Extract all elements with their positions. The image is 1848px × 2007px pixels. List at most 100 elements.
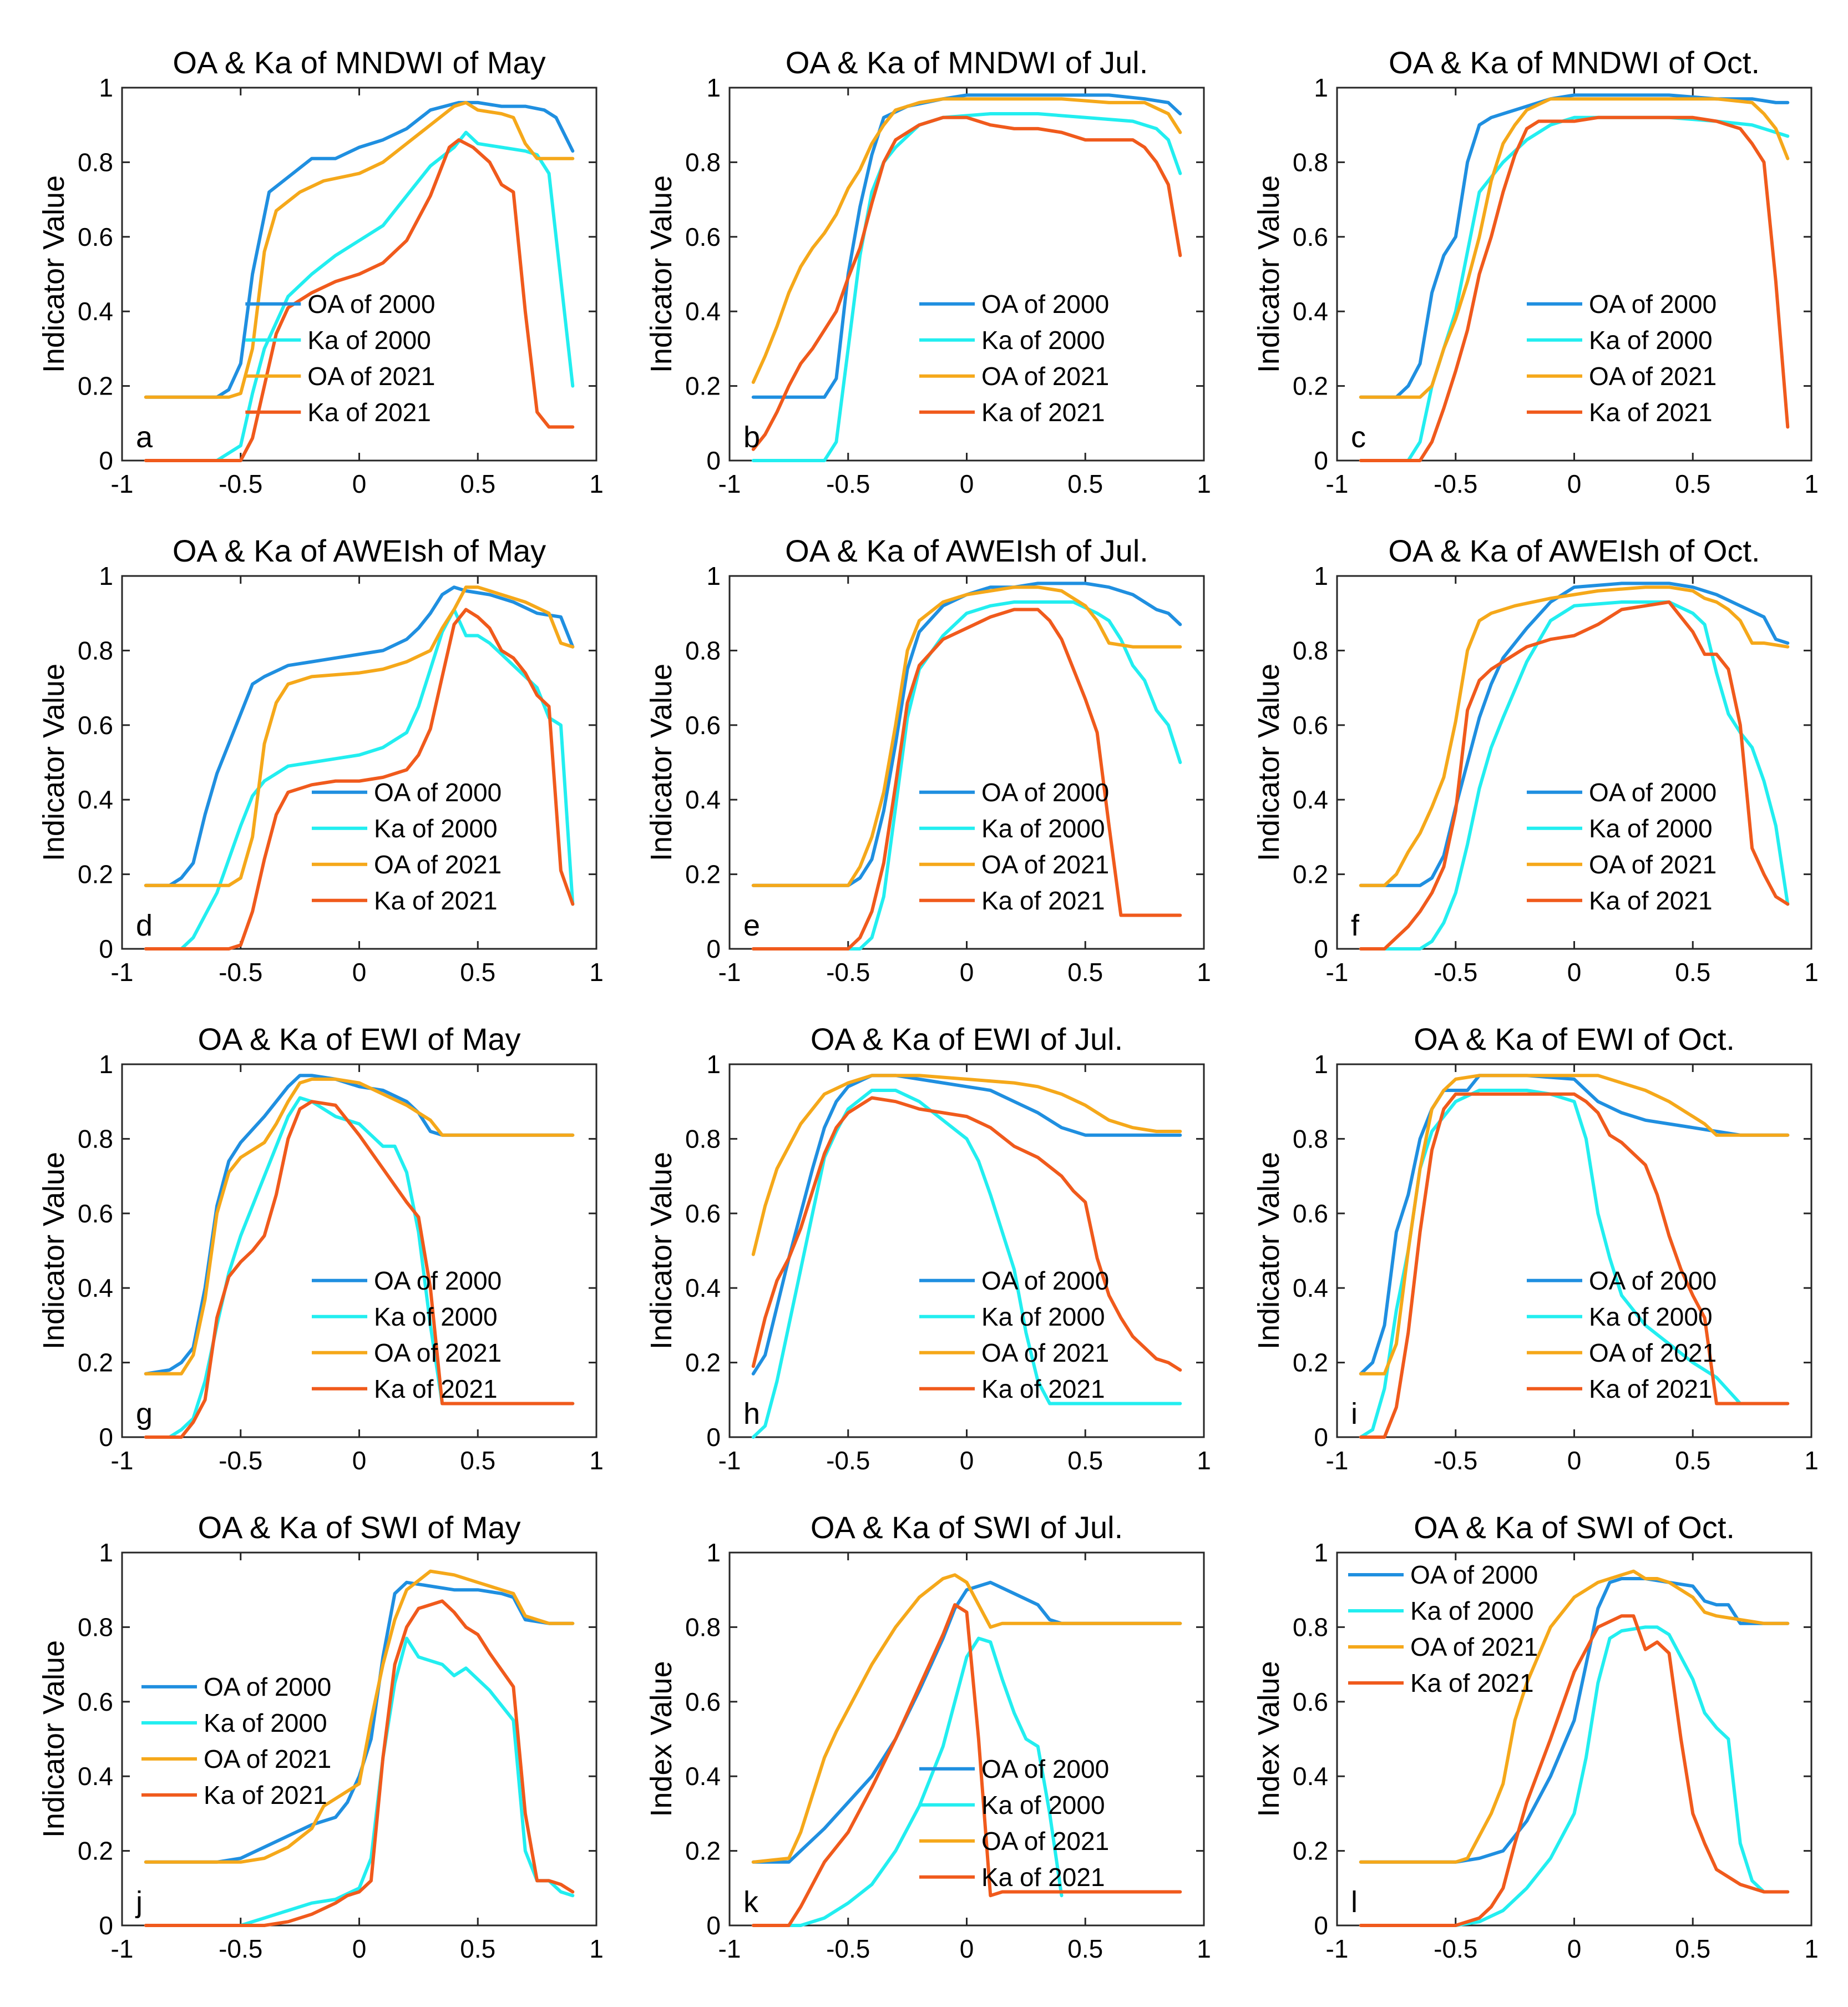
panel-c-legend-label: Ka of 2021 bbox=[1589, 398, 1713, 427]
panel-f-line-ka-of-2000 bbox=[1359, 600, 1790, 951]
panel-h-ytick-label: 1 bbox=[706, 1050, 721, 1079]
panel-k-letter: k bbox=[743, 1885, 759, 1919]
panel-j-legend-label: Ka of 2021 bbox=[204, 1781, 327, 1809]
panel-l-legend-label: Ka of 2021 bbox=[1410, 1669, 1534, 1697]
panel-b-title: OA & Ka of MNDWI of Jul. bbox=[786, 45, 1148, 80]
panel-j-line-ka-of-2021 bbox=[144, 1599, 575, 1927]
panel-d-line-ka-of-2021 bbox=[144, 608, 575, 951]
panel-j-ytick-label: 0.8 bbox=[78, 1612, 113, 1641]
panel-d-legend-label: Ka of 2021 bbox=[374, 886, 498, 915]
panel-h-legend-label: Ka of 2021 bbox=[981, 1374, 1105, 1403]
panel-i-line-ka-of-2000 bbox=[1359, 1089, 1742, 1439]
panel-d-legend-label: OA of 2021 bbox=[374, 850, 502, 879]
panel-i-legend-label: OA of 2000 bbox=[1589, 1266, 1717, 1295]
panel-l-xtick-label: -0.5 bbox=[1434, 1934, 1477, 1963]
panel-d-xtick-label: 0 bbox=[352, 958, 367, 987]
panel-h-ytick-label: 0.6 bbox=[685, 1199, 721, 1228]
panel-j-xtick-label: 1 bbox=[589, 1934, 604, 1963]
panel-h-title: OA & Ka of EWI of Jul. bbox=[811, 1022, 1123, 1056]
panel-b-xtick-label: 0.5 bbox=[1067, 469, 1103, 498]
panel-k-ytick-label: 0.2 bbox=[685, 1837, 721, 1866]
panel-e-line-oa-of-2021 bbox=[751, 585, 1182, 887]
panel-i: OA & Ka of EWI of Oct. -1 -0.5 0 0.5 1 0 0.2 0.4… bbox=[1252, 1022, 1819, 1475]
panel-d-ytick-label: 0 bbox=[99, 934, 113, 963]
panel-b-ytick-label: 0.4 bbox=[685, 297, 721, 326]
panel-e-letter: e bbox=[743, 909, 760, 942]
panel-c-xtick-label: 0.5 bbox=[1675, 469, 1710, 498]
panel-b-axes-box bbox=[728, 87, 1205, 462]
panel-f-line-oa-of-2021 bbox=[1359, 585, 1790, 887]
panel-f-ytick-label: 0.6 bbox=[1293, 711, 1328, 740]
panel-e-ytick-label: 0.6 bbox=[685, 711, 721, 740]
panel-j-ytick-label: 0 bbox=[99, 1911, 113, 1940]
panel-k-line-ka-of-2000 bbox=[751, 1636, 1064, 1927]
panel-j-line-oa-of-2000 bbox=[144, 1580, 575, 1864]
panel-l-line-ka-of-2000 bbox=[1359, 1625, 1790, 1927]
panel-i-xtick-label: -0.5 bbox=[1434, 1446, 1477, 1475]
panel-g-ytick-label: 0.4 bbox=[78, 1273, 113, 1302]
panel-g-ytick-label: 0.2 bbox=[78, 1348, 113, 1377]
panel-l-ytick-label: 1 bbox=[1314, 1538, 1328, 1567]
panel-g-ytick-label: 0.6 bbox=[78, 1199, 113, 1228]
panel-l-title: OA & Ka of SWI of Oct. bbox=[1414, 1510, 1735, 1545]
panel-k-xtick-label: 0 bbox=[960, 1934, 974, 1963]
panel-j-xtick-label: 0.5 bbox=[460, 1934, 495, 1963]
panel-i-legend-label: OA of 2021 bbox=[1589, 1338, 1717, 1367]
panel-b-ytick-label: 0.6 bbox=[685, 223, 721, 251]
panel-k-ytick-label: 0.8 bbox=[685, 1612, 721, 1641]
panel-b-ytick-label: 1 bbox=[706, 73, 721, 102]
panel-l-ytick-label: 0.4 bbox=[1293, 1762, 1328, 1791]
panel-i-ylabel: Indicator Value bbox=[1252, 1152, 1285, 1349]
panel-f-ytick-label: 0.2 bbox=[1293, 860, 1328, 889]
panel-h: OA & Ka of EWI of Jul. -1 -0.5 0 0.5 1 0 0.2 0.4… bbox=[645, 1022, 1211, 1475]
panel-a-line-oa-of-2000 bbox=[144, 100, 575, 399]
panel-d-xtick-label: 0.5 bbox=[460, 958, 495, 987]
panel-l-legend-label: Ka of 2000 bbox=[1410, 1596, 1534, 1625]
panel-g-ylabel: Indicator Value bbox=[37, 1152, 70, 1349]
panel-a-legend-label: Ka of 2021 bbox=[307, 398, 431, 427]
panel-h-xtick-label: 0 bbox=[960, 1446, 974, 1475]
panel-c-line-ka-of-2021 bbox=[1359, 115, 1790, 462]
panel-e-xtick-label: 1 bbox=[1197, 958, 1211, 987]
panel-j-ytick-label: 0.6 bbox=[78, 1687, 113, 1716]
panel-i-legend-label: Ka of 2000 bbox=[1589, 1302, 1713, 1331]
panel-h-xtick-label: 1 bbox=[1197, 1446, 1211, 1475]
panel-a: OA & Ka of MNDWI of May -1 -0.5 0 0.5 1 0 0.2 0.… bbox=[37, 45, 604, 498]
panel-g-legend-label: OA of 2000 bbox=[374, 1266, 502, 1295]
panel-j-legend-label: OA of 2000 bbox=[204, 1672, 331, 1701]
panel-f-ytick-label: 0.8 bbox=[1293, 636, 1328, 665]
panel-d-ytick-label: 0.2 bbox=[78, 860, 113, 889]
panel-g-ytick-label: 1 bbox=[99, 1050, 113, 1079]
panel-l-axes-box bbox=[1336, 1551, 1812, 1927]
panel-e-legend-label: OA of 2000 bbox=[981, 778, 1109, 807]
panel-h-xtick-label: -1 bbox=[718, 1446, 741, 1475]
panel-a-ytick-label: 0.8 bbox=[78, 148, 113, 176]
panel-d-legend-label: Ka of 2000 bbox=[374, 814, 498, 843]
panel-b-xtick-label: -0.5 bbox=[826, 469, 870, 498]
panel-g-xtick-label: 0.5 bbox=[460, 1446, 495, 1475]
panel-g-legend-label: Ka of 2000 bbox=[374, 1302, 498, 1331]
panel-h-line-ka-of-2021 bbox=[751, 1096, 1182, 1372]
panel-g-xtick-label: 0 bbox=[352, 1446, 367, 1475]
panel-l-ytick-label: 0 bbox=[1314, 1911, 1328, 1940]
panel-a-letter: a bbox=[136, 421, 153, 454]
panel-f-line-ka-of-2021 bbox=[1359, 600, 1790, 951]
panel-a-ytick-label: 0.2 bbox=[78, 372, 113, 401]
panel-g-ytick-label: 0.8 bbox=[78, 1124, 113, 1153]
panel-a-line-ka-of-2000 bbox=[144, 130, 575, 462]
panel-f-legend-label: Ka of 2000 bbox=[1589, 814, 1713, 843]
panel-h-line-ka-of-2000 bbox=[751, 1089, 1182, 1439]
panel-e-legend-label: Ka of 2000 bbox=[981, 814, 1105, 843]
panel-i-title: OA & Ka of EWI of Oct. bbox=[1414, 1022, 1735, 1056]
panel-a-ytick-label: 0.6 bbox=[78, 223, 113, 251]
panel-f-xtick-label: 1 bbox=[1804, 958, 1819, 987]
panel-g: OA & Ka of EWI of May -1 -0.5 0 0.5 1 0 0.2 0.4 0… bbox=[37, 1022, 604, 1475]
panel-k-line-oa-of-2021 bbox=[751, 1573, 1182, 1864]
panel-c-ytick-label: 1 bbox=[1314, 73, 1328, 102]
panel-h-legend-label: OA of 2000 bbox=[981, 1266, 1109, 1295]
panel-f-title: OA & Ka of AWEIsh of Oct. bbox=[1388, 533, 1760, 568]
panel-c-xtick-label: 1 bbox=[1804, 469, 1819, 498]
panel-c-title: OA & Ka of MNDWI of Oct. bbox=[1389, 45, 1760, 80]
panel-i-xtick-label: 0 bbox=[1567, 1446, 1582, 1475]
panel-c-legend-label: OA of 2021 bbox=[1589, 362, 1717, 391]
